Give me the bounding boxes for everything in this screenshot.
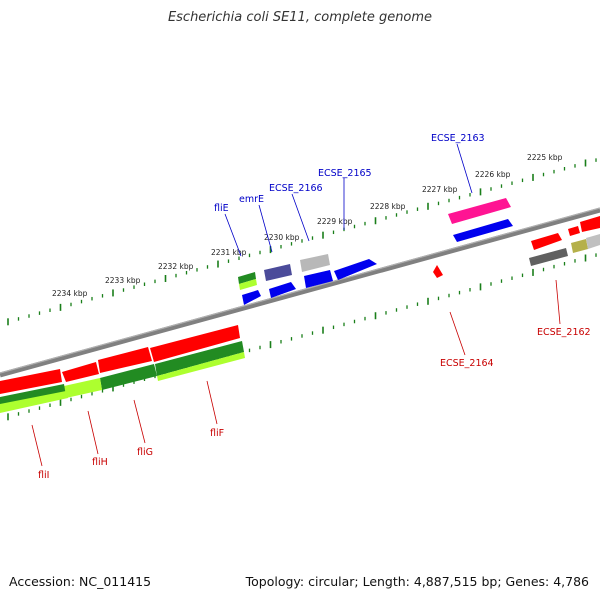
scale-label: 2233 kbp [105,276,141,285]
gene-fliF-lime[interactable] [157,352,245,381]
scale-label: 2230 kbp [264,233,300,242]
map-title: Escherichia coli SE11, complete genome [167,10,433,25]
gene-fliG-green[interactable] [100,364,157,390]
gene-label-ECSE_2162: ECSE_2162 [537,327,591,338]
gene-fliE-lime[interactable] [239,279,257,290]
gene-label-ECSE_2164: ECSE_2164 [440,358,494,369]
scale-label: 2225 kbp [527,153,563,162]
gene-label-fliF: fliF [210,428,224,439]
gene-label-fliI: fliI [38,470,49,481]
topology-text: Topology: circular; Length: 4,887,515 bp… [245,574,589,589]
gene-fliF[interactable] [150,325,240,362]
gene-fliI[interactable] [0,369,62,394]
gene-forward-blue[interactable] [453,219,513,242]
gene-ECSE_2163[interactable] [448,198,511,224]
gene-label-ECSE_2163: ECSE_2163 [431,133,485,144]
leader-line [133,399,146,444]
leader-line [224,213,242,257]
scale-label: 2229 kbp [317,217,353,226]
gene-fliE[interactable] [238,272,256,284]
gene-fliF-green[interactable] [155,341,244,376]
gene-red-small[interactable] [568,226,580,236]
gene-red-right[interactable] [580,216,600,232]
genome-backbone-highlight [0,207,600,374]
gene-label-emrE: emrE [239,194,264,205]
gene-emrE[interactable] [264,264,292,281]
leader-line [258,204,273,253]
inner-scale-ticks [7,253,597,421]
gene-olive[interactable] [571,239,588,253]
leader-line [87,410,99,455]
gene-fliG[interactable] [98,347,152,373]
gene-ECSE_2162-dark[interactable] [529,248,568,266]
gene-label-ECSE_2166: ECSE_2166 [269,183,323,194]
scale-label: 2226 kbp [475,170,511,179]
scale-label: 2228 kbp [370,202,406,211]
gene-ECSE_2165[interactable] [334,259,377,280]
gene-gray-right[interactable] [586,234,600,249]
gene-label-fliE: fliE [214,203,229,214]
genome-backbone [0,207,600,378]
gene-fliH[interactable] [62,362,99,382]
outer-scale-ticks [7,158,597,326]
leader-line [449,311,466,356]
leader-line [206,380,218,425]
scale-label: 2232 kbp [158,262,194,271]
gene-emrE-blue[interactable] [269,282,296,298]
gene-label-fliG: fliG [137,447,153,458]
leader-line [291,193,310,242]
accession-text: Accession: NC_011415 [9,574,152,589]
leader-line [555,279,561,325]
gene-fliI-lime[interactable] [0,391,68,413]
gene-ECSE_2166[interactable] [304,270,333,288]
leader-line [456,143,473,194]
gene-label-fliH: fliH [92,457,108,468]
scale-label: 2227 kbp [422,185,458,194]
gene-ECSE_2162[interactable] [531,233,562,250]
gene-ECSE_2164[interactable] [433,265,443,278]
gene-label-ECSE_2165: ECSE_2165 [318,168,372,179]
leader-line [31,424,43,467]
scale-label: 2231 kbp [211,248,247,257]
gene-fliH-lime[interactable] [64,378,102,398]
scale-label: 2234 kbp [52,289,88,298]
gene-fliE-blue[interactable] [242,290,261,305]
gene-gray[interactable] [300,254,330,272]
